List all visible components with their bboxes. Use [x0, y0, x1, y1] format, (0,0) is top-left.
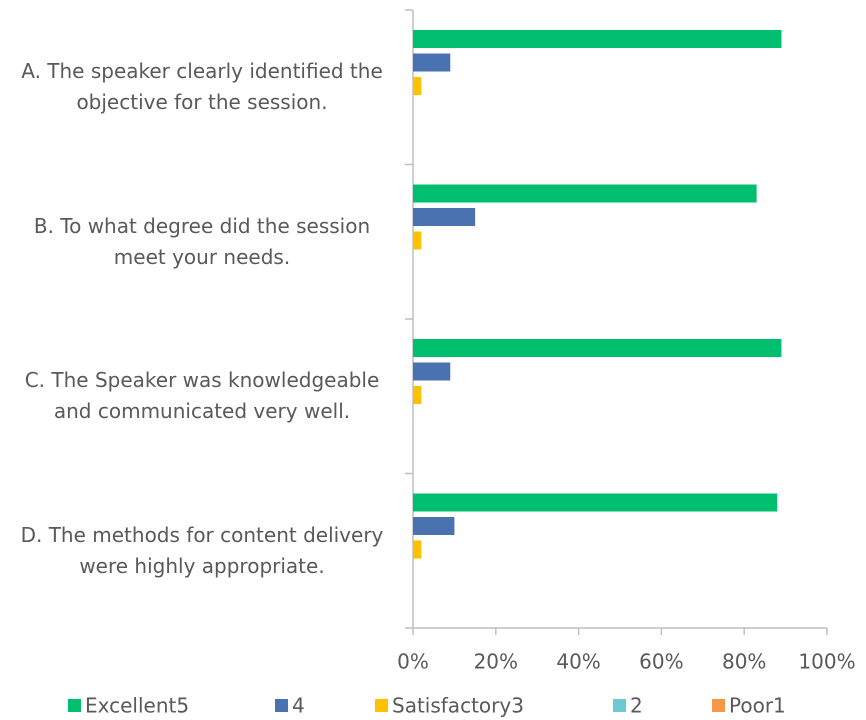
bar: [413, 53, 451, 72]
bar: [413, 362, 451, 381]
legend-swatch: [275, 699, 288, 712]
x-tick-label: 20%: [474, 650, 518, 674]
bar: [413, 208, 476, 226]
legend-swatch: [375, 699, 388, 712]
legend-swatch: [68, 699, 81, 712]
bar: [413, 540, 422, 559]
legend-label: Satisfactory3: [392, 694, 524, 718]
legend-label: Excellent5: [85, 694, 189, 718]
legend-swatch: [712, 699, 725, 712]
x-tick-label: 60%: [639, 650, 683, 674]
x-tick-label: 0%: [397, 650, 429, 674]
bar: [413, 184, 757, 203]
legend-label: Poor1: [729, 694, 786, 718]
legend-label: 2: [630, 694, 643, 718]
legend-swatch: [613, 699, 626, 712]
category-label: B. To what degree did the session meet y…: [33, 213, 371, 269]
x-tick-label: 40%: [556, 650, 600, 674]
bar: [413, 493, 778, 512]
category-label: C. The Speaker was knowledgeable and com…: [24, 368, 380, 424]
bar: [413, 30, 782, 48]
category-label: D. The methods for content delivery were…: [20, 522, 384, 578]
bar: [413, 517, 455, 535]
bar: [413, 386, 422, 404]
legend-label: 4: [292, 694, 305, 718]
bar: [413, 77, 422, 95]
bar: [413, 339, 782, 357]
category-label: A. The speaker clearly identified the ob…: [21, 59, 383, 115]
x-tick-label: 100%: [798, 650, 855, 674]
x-tick-label: 80%: [722, 650, 766, 674]
bar: [413, 231, 422, 250]
